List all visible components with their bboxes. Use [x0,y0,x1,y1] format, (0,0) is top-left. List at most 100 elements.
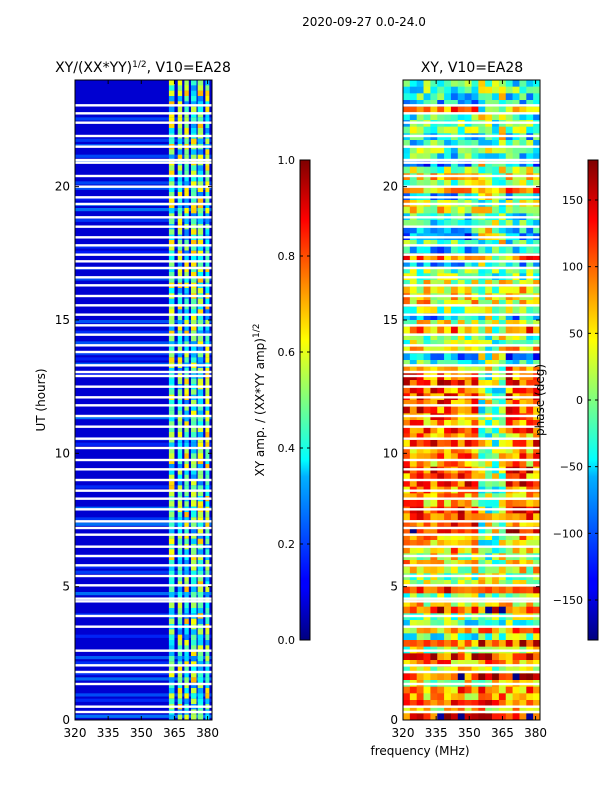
amp-cell [197,618,204,625]
phase-cell [485,353,493,361]
phase-cell [416,226,424,234]
phase-cell [492,493,500,501]
phase-cell [485,700,493,707]
phase-cell [409,500,417,507]
phase-cell [457,180,465,187]
amp-cell [205,602,210,609]
phase-cell [444,420,452,427]
data-gap [75,425,212,428]
y-tick-label: 0 [390,713,398,727]
phase-cell [512,113,520,121]
amp-cell [191,112,197,118]
data-gap [75,370,212,374]
phase-cell [471,326,479,334]
phase-cell [498,153,507,161]
amp-cell [177,608,183,614]
amp-cell [191,560,197,566]
amp-cell [184,618,189,625]
phase-cell [403,260,411,267]
phase-cell [485,326,493,334]
amp-cell [191,117,197,123]
amp-cell [75,357,212,361]
phase-cell [526,166,534,174]
amp-cell [168,453,175,459]
amp-cell [191,618,197,625]
phase-cell [519,673,527,681]
phase-cell [450,113,459,121]
amp-cell [168,197,175,203]
phase-cell [492,300,500,307]
phase-cell [492,666,500,674]
amp-cell [177,197,183,203]
amp-cell [177,277,183,283]
phase-cell [403,500,411,507]
phase-cell [533,386,541,394]
phase-cell [450,153,459,161]
phase-cell [478,280,486,287]
phase-cell [423,593,431,601]
amp-cell [205,453,210,459]
phase-cell [512,366,520,374]
phase-cell [409,666,417,674]
phase-cell [498,686,507,694]
phase-cell [423,540,431,547]
amp-cell [168,538,175,545]
phase-cell [464,220,472,227]
phase-cell [450,460,459,467]
amp-cell [177,330,183,337]
amp-cell [197,570,204,577]
phase-cell [505,400,513,407]
amp-cell [184,208,189,214]
phase-cell [464,360,472,367]
amp-cell [177,106,183,113]
amp-cell [75,517,212,521]
phase-cell [485,693,493,701]
phase-cell [478,560,486,567]
phase-cell [533,400,541,407]
phase-cell [416,546,424,554]
data-gap [403,244,540,247]
phase-cell [498,240,507,247]
phase-cell [437,226,445,234]
amp-cell [191,192,197,198]
amp-cell [191,298,197,305]
amp-cell [184,426,189,433]
amp-cell [184,389,189,395]
phase-cell [430,140,438,147]
phase-cell [492,433,500,441]
phase-cell [526,580,534,587]
phase-cell [409,180,417,187]
amp-cell [177,80,183,86]
amp-cell [205,400,210,406]
phase-cell [471,320,479,327]
phase-cell [464,300,472,307]
phase-cell [519,220,527,227]
amp-cell [191,458,197,465]
amp-cell [184,597,189,603]
phase-cell [478,526,486,534]
phase-cell [430,320,438,327]
amp-colorbar-ticks: 0.00.20.40.60.81.0 [278,154,310,647]
amp-cell [177,346,183,353]
phase-cell [403,240,411,247]
phase-cell [478,460,486,467]
amp-cell [191,229,197,235]
phase-cell [498,206,507,214]
data-gap [403,625,540,628]
amp-cell [184,656,189,662]
phase-cell [478,700,486,707]
phase-cell [478,513,486,521]
amp-cell [177,442,183,449]
amp-cell [168,688,175,694]
phase-cell [526,653,534,661]
phase-cell [409,560,417,567]
amp-cell [75,117,212,121]
phase-cell [457,586,465,594]
amp-cell [168,512,175,518]
phase-cell [492,333,500,341]
phase-cell [492,346,500,354]
amp-cell [168,666,175,673]
phase-cell [403,606,411,614]
phase-cell [478,220,486,227]
phase-cell [403,113,411,121]
